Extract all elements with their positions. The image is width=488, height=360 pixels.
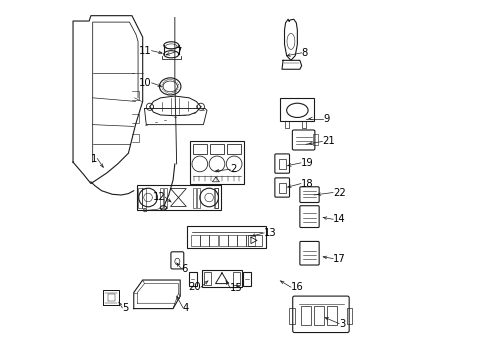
Text: 5: 5 <box>122 303 128 313</box>
Text: 13: 13 <box>264 228 276 238</box>
Text: 19: 19 <box>300 158 313 168</box>
Text: 10: 10 <box>139 78 151 88</box>
Bar <box>215 188 218 207</box>
Bar <box>187 226 265 248</box>
Bar <box>200 235 209 246</box>
Bar <box>214 188 217 207</box>
Text: 8: 8 <box>301 48 307 58</box>
Bar <box>237 235 245 246</box>
Text: 4: 4 <box>183 303 189 313</box>
Bar <box>160 188 163 207</box>
Text: 6: 6 <box>181 264 187 274</box>
Bar <box>202 270 241 287</box>
Bar <box>142 188 145 207</box>
Text: 22: 22 <box>332 188 345 198</box>
Bar <box>346 307 351 324</box>
Bar <box>218 235 227 246</box>
Text: 18: 18 <box>300 179 313 189</box>
Bar <box>210 144 224 154</box>
Text: 20: 20 <box>188 282 201 292</box>
Text: 12: 12 <box>152 192 165 202</box>
Text: 3: 3 <box>339 319 345 329</box>
Bar <box>197 188 200 207</box>
Bar <box>138 188 142 207</box>
Text: 15: 15 <box>230 283 243 293</box>
Bar <box>288 307 294 324</box>
Bar <box>278 183 285 193</box>
Bar <box>227 144 241 154</box>
Bar <box>280 98 313 121</box>
Text: 21: 21 <box>322 136 334 147</box>
Bar <box>300 306 310 325</box>
Bar <box>278 159 285 169</box>
Bar <box>243 272 251 286</box>
Text: 16: 16 <box>290 282 303 292</box>
Bar <box>313 306 324 325</box>
Bar <box>193 144 206 154</box>
Text: 7: 7 <box>175 47 181 57</box>
Bar <box>190 235 200 246</box>
Text: 9: 9 <box>323 113 329 123</box>
Bar <box>247 235 261 246</box>
Bar <box>246 235 255 246</box>
Bar <box>232 272 240 285</box>
Text: 14: 14 <box>332 214 345 224</box>
Bar <box>227 235 236 246</box>
Text: 17: 17 <box>332 253 345 264</box>
Bar <box>313 134 317 145</box>
Bar <box>188 272 196 286</box>
Text: 1: 1 <box>91 154 97 163</box>
Bar <box>209 235 218 246</box>
Bar <box>326 306 337 325</box>
Bar <box>193 188 196 207</box>
Bar <box>163 188 166 207</box>
Text: 2: 2 <box>230 164 236 174</box>
Bar <box>190 141 244 184</box>
Bar <box>203 272 211 285</box>
Text: 11: 11 <box>139 46 151 56</box>
Bar <box>136 185 220 210</box>
